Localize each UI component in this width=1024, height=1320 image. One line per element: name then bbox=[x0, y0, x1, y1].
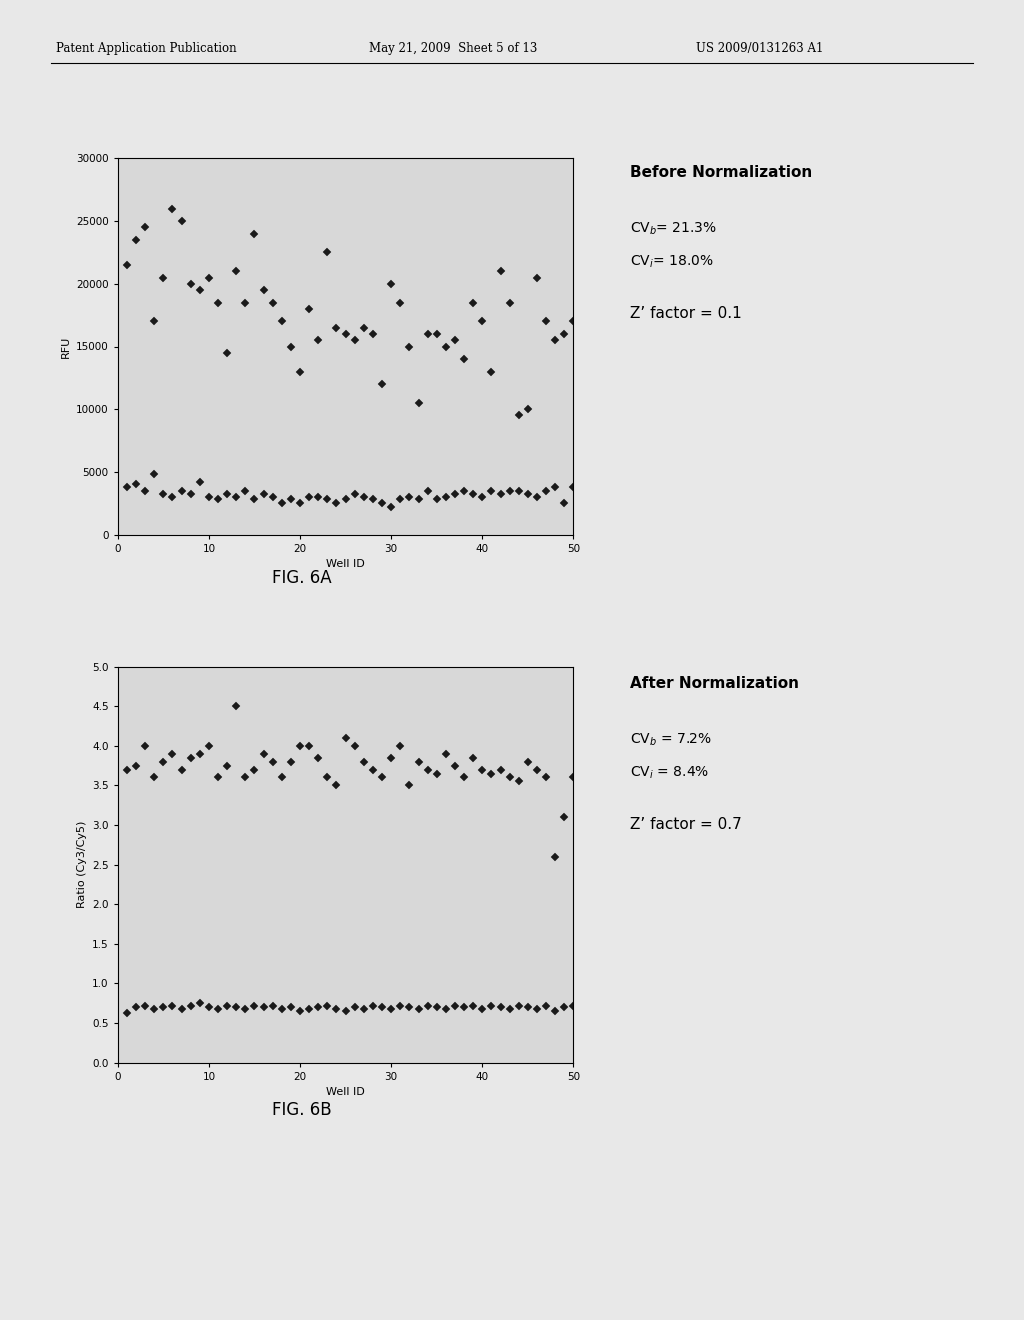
Text: US 2009/0131263 A1: US 2009/0131263 A1 bbox=[696, 42, 823, 55]
Text: CV$_i$= 18.0%: CV$_i$= 18.0% bbox=[630, 253, 714, 269]
X-axis label: Well ID: Well ID bbox=[327, 1088, 365, 1097]
Y-axis label: Ratio (Cy3/Cy5): Ratio (Cy3/Cy5) bbox=[77, 821, 87, 908]
Text: FIG. 6B: FIG. 6B bbox=[272, 1101, 332, 1119]
Text: FIG. 6A: FIG. 6A bbox=[272, 569, 332, 587]
Text: Patent Application Publication: Patent Application Publication bbox=[56, 42, 237, 55]
Text: Before Normalization: Before Normalization bbox=[630, 165, 812, 180]
Text: CV$_i$ = 8.4%: CV$_i$ = 8.4% bbox=[630, 764, 709, 780]
Text: CV$_b$= 21.3%: CV$_b$= 21.3% bbox=[630, 220, 717, 236]
Text: Z’ factor = 0.7: Z’ factor = 0.7 bbox=[630, 817, 741, 832]
Text: Z’ factor = 0.1: Z’ factor = 0.1 bbox=[630, 306, 741, 321]
Y-axis label: RFU: RFU bbox=[60, 335, 71, 358]
Text: After Normalization: After Normalization bbox=[630, 676, 799, 690]
Text: May 21, 2009  Sheet 5 of 13: May 21, 2009 Sheet 5 of 13 bbox=[369, 42, 537, 55]
Text: CV$_b$ = 7.2%: CV$_b$ = 7.2% bbox=[630, 731, 712, 747]
X-axis label: Well ID: Well ID bbox=[327, 560, 365, 569]
